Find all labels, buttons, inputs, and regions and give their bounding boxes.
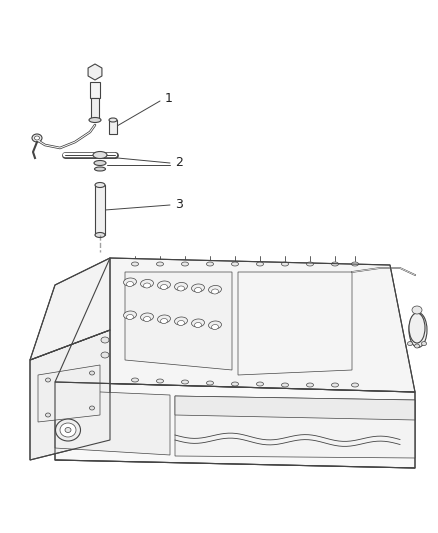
Ellipse shape	[177, 286, 184, 291]
Polygon shape	[91, 98, 99, 118]
Ellipse shape	[127, 281, 134, 287]
Ellipse shape	[124, 311, 137, 319]
Ellipse shape	[191, 319, 205, 327]
Ellipse shape	[352, 383, 358, 387]
Ellipse shape	[46, 413, 50, 417]
Ellipse shape	[32, 134, 42, 142]
Ellipse shape	[101, 352, 109, 358]
Ellipse shape	[56, 419, 81, 441]
Ellipse shape	[409, 313, 425, 343]
Ellipse shape	[174, 282, 187, 290]
Polygon shape	[88, 64, 102, 80]
Ellipse shape	[65, 427, 71, 432]
Ellipse shape	[181, 262, 188, 266]
Ellipse shape	[332, 262, 339, 266]
Ellipse shape	[101, 337, 109, 343]
Ellipse shape	[208, 286, 222, 294]
Ellipse shape	[160, 285, 167, 289]
Ellipse shape	[257, 262, 264, 266]
Ellipse shape	[158, 281, 170, 289]
Ellipse shape	[307, 383, 314, 387]
Ellipse shape	[212, 289, 219, 294]
Ellipse shape	[60, 423, 76, 437]
Ellipse shape	[89, 371, 95, 375]
Ellipse shape	[282, 383, 289, 387]
Polygon shape	[109, 120, 117, 134]
Ellipse shape	[89, 406, 95, 410]
Ellipse shape	[160, 319, 167, 324]
Ellipse shape	[412, 306, 422, 314]
Ellipse shape	[409, 312, 427, 348]
Ellipse shape	[127, 314, 134, 319]
Ellipse shape	[307, 262, 314, 266]
Ellipse shape	[46, 378, 50, 382]
Ellipse shape	[109, 118, 117, 122]
Polygon shape	[175, 396, 415, 420]
Ellipse shape	[407, 342, 413, 345]
Ellipse shape	[94, 160, 106, 166]
Ellipse shape	[212, 325, 219, 329]
Ellipse shape	[194, 287, 201, 293]
Ellipse shape	[206, 381, 213, 385]
Ellipse shape	[93, 151, 107, 158]
Polygon shape	[55, 382, 415, 468]
Ellipse shape	[131, 262, 138, 266]
Ellipse shape	[352, 262, 358, 266]
Ellipse shape	[95, 182, 105, 188]
Ellipse shape	[177, 320, 184, 326]
Ellipse shape	[194, 322, 201, 327]
Polygon shape	[38, 365, 100, 422]
Ellipse shape	[232, 382, 239, 386]
Ellipse shape	[158, 315, 170, 323]
Ellipse shape	[141, 313, 153, 321]
Ellipse shape	[144, 317, 151, 321]
Ellipse shape	[208, 321, 222, 329]
Ellipse shape	[131, 378, 138, 382]
Ellipse shape	[144, 283, 151, 288]
Ellipse shape	[174, 317, 187, 325]
Text: 2: 2	[175, 157, 183, 169]
Polygon shape	[90, 82, 100, 98]
Ellipse shape	[332, 383, 339, 387]
Polygon shape	[175, 396, 415, 458]
Ellipse shape	[156, 262, 163, 266]
Ellipse shape	[414, 344, 420, 348]
Ellipse shape	[232, 262, 239, 266]
Ellipse shape	[124, 278, 137, 286]
Polygon shape	[125, 272, 232, 370]
Ellipse shape	[206, 262, 213, 266]
Ellipse shape	[421, 342, 427, 345]
Ellipse shape	[89, 117, 101, 123]
Ellipse shape	[95, 167, 106, 171]
Ellipse shape	[95, 232, 105, 238]
Ellipse shape	[181, 380, 188, 384]
Polygon shape	[55, 258, 415, 392]
Ellipse shape	[35, 136, 39, 140]
Ellipse shape	[282, 262, 289, 266]
Polygon shape	[238, 272, 352, 375]
Text: 1: 1	[165, 92, 173, 104]
Ellipse shape	[191, 284, 205, 292]
Ellipse shape	[257, 382, 264, 386]
Text: 3: 3	[175, 198, 183, 212]
Ellipse shape	[141, 279, 153, 287]
Ellipse shape	[156, 379, 163, 383]
Polygon shape	[30, 330, 110, 460]
Polygon shape	[30, 258, 110, 360]
Polygon shape	[55, 390, 170, 455]
Polygon shape	[95, 185, 105, 235]
